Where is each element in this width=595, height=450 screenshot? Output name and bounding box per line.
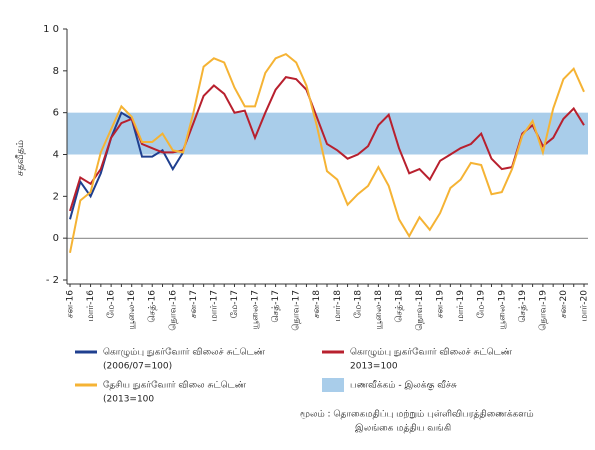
y-tick-label: 8 — [53, 66, 59, 77]
x-tick-label: சன-17 — [189, 290, 199, 318]
x-tick-label: யூலை-18 — [374, 290, 384, 330]
x-tick-label: மே-16 — [107, 290, 117, 319]
target-band — [67, 112, 588, 155]
legend-swatch — [322, 378, 344, 392]
x-tick-label: மார்-18 — [333, 290, 343, 322]
x-tick-label: மே-17 — [230, 290, 240, 318]
y-axis-label: சதவீதம் — [15, 140, 26, 176]
x-tick-label: மார்-19 — [456, 290, 466, 322]
x-tick-label: நொவ-18 — [415, 290, 425, 331]
y-tick-label: 4 — [53, 150, 59, 161]
legend-label: (2006/07=100) — [103, 362, 172, 372]
x-tick-label: யூலை-19 — [497, 290, 507, 330]
x-tick-label: நொவ-17 — [292, 290, 302, 331]
legend-label: 2013=100 — [350, 362, 398, 372]
x-tick-label: யூலை-16 — [127, 290, 137, 330]
x-tick-label: மே-18 — [353, 290, 363, 319]
legend-label: கொழும்பு நுகர்வோர் விலைச் சுட்டெண் — [350, 348, 513, 358]
x-tick-label: சன-20 — [559, 290, 569, 319]
x-tick-label: மே-19 — [477, 290, 487, 319]
y-tick-label: - 2 — [46, 275, 59, 286]
x-tick-label: சன-16 — [66, 290, 76, 319]
x-tick-label: செத்-16 — [148, 290, 158, 323]
x-tick-label: நொவ-19 — [538, 290, 548, 331]
x-tick-label: நொவ-16 — [168, 290, 178, 331]
x-tick-label: மார்-16 — [86, 290, 96, 322]
x-tick-label: மார்-20 — [580, 290, 590, 322]
y-tick-label: 2 — [53, 191, 59, 202]
x-tick-label: சன-19 — [436, 290, 446, 319]
x-tick-label: யூலை-17 — [251, 290, 261, 330]
source: இலங்கை மத்திய வங்கி — [355, 424, 451, 434]
source: மூலம் : தொகைமதிப்பு மற்றும் புள்ளிவிபரத்… — [300, 410, 534, 420]
legend-label: (2013=100 — [103, 395, 154, 405]
y-tick-label: 1 0 — [43, 24, 59, 35]
legend-label: பணவீக்கம் - இலக்கு வீச்சு — [350, 381, 457, 392]
x-tick-label: செத்-17 — [271, 290, 281, 323]
x-tick-label: சன-18 — [312, 290, 322, 319]
series-line — [69, 52, 585, 253]
x-tick-label: செத்-18 — [394, 290, 404, 323]
legend-label: கொழும்பு நுகர்வோர் விலைச் சுட்டெண் — [103, 348, 266, 358]
x-tick-label: செத்-19 — [518, 290, 528, 323]
y-tick-label: 0 — [53, 233, 59, 244]
series-line — [69, 75, 585, 212]
legend-label: தேசிய நுகர்வோர் விலை சுட்டெண் — [103, 381, 247, 391]
x-tick-label: மார்-17 — [209, 290, 219, 321]
y-tick-label: 6 — [53, 108, 59, 119]
